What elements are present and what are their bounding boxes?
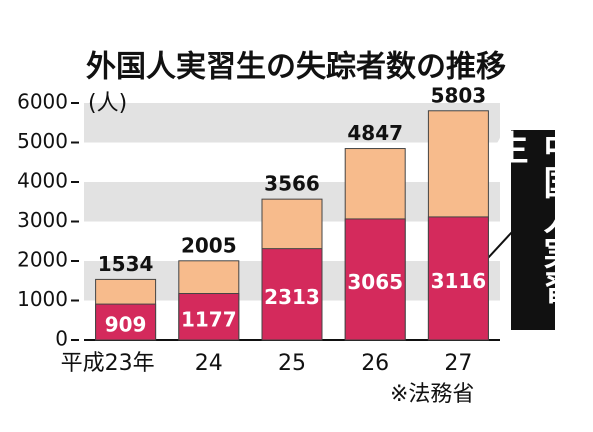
- x-tick-label: 26: [361, 351, 389, 376]
- x-tick-label: 平成23年: [61, 351, 155, 376]
- value-label: 3065: [347, 270, 403, 294]
- value-label: 2313: [264, 285, 320, 309]
- total-label: 2005: [181, 233, 237, 257]
- total-label: 1534: [98, 252, 154, 276]
- value-label: 1177: [181, 307, 237, 331]
- bar: [344, 218, 406, 341]
- y-tick-label: 6000: [17, 90, 68, 114]
- x-tick-label: 27: [444, 351, 472, 376]
- total-label: 5803: [431, 83, 487, 107]
- bar: [178, 293, 240, 341]
- y-tick-label: 2000: [17, 248, 68, 272]
- value-label: 909: [105, 313, 147, 337]
- value-label: 3116: [431, 269, 487, 293]
- y-tick-label: 1000: [17, 287, 68, 311]
- y-tick-label: 3000: [17, 208, 68, 232]
- chart-title: 外国人実習生の失踪者数の推移: [86, 50, 506, 85]
- x-tick-label: 25: [278, 351, 306, 376]
- callout-line: [487, 231, 513, 259]
- bar: [261, 248, 323, 341]
- bar: [427, 216, 489, 341]
- y-axis-label: (人): [88, 91, 127, 116]
- y-tick-label: 4000: [17, 169, 68, 193]
- x-tick-label: 24: [195, 351, 223, 376]
- y-tick-label: 0: [55, 327, 68, 351]
- source: ※法務省: [390, 382, 474, 407]
- callout: 中国人実習生: [488, 130, 577, 330]
- y-tick-label: 5000: [17, 129, 68, 153]
- total-label: 3566: [264, 172, 320, 196]
- total-label: 4847: [347, 121, 403, 145]
- bar: [95, 303, 157, 341]
